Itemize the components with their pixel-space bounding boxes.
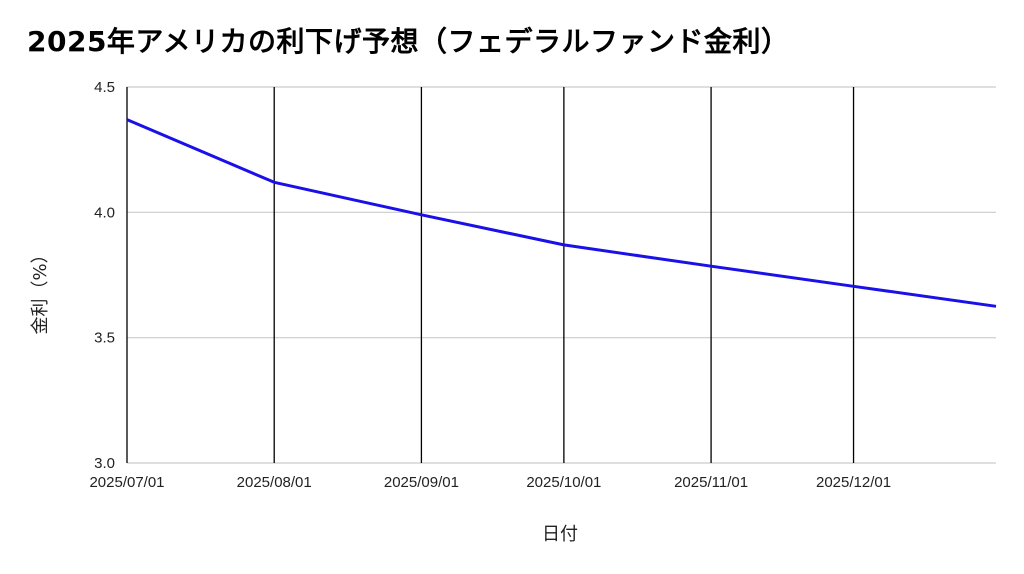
y-axis-label: 金利（%） — [30, 245, 51, 334]
x-tick-label: 2025/10/01 — [526, 474, 601, 491]
series-group — [126, 118, 997, 308]
x-tick-label: 2025/11/01 — [674, 474, 748, 491]
x-axis-label: 日付 — [542, 524, 578, 545]
y-tick-label: 3.0 — [94, 455, 115, 472]
y-tick-label: 4.5 — [94, 79, 115, 96]
vertical-gridlines — [126, 87, 855, 463]
x-tick-label: 2025/08/01 — [237, 474, 312, 491]
x-tick-label: 2025/12/01 — [816, 474, 891, 491]
x-axis-ticks: 2025/07/01 2025/08/01 2025/09/01 2025/10/01… — [89, 474, 891, 491]
x-tick-label: 2025/07/01 — [89, 474, 164, 491]
x-tick-label: 2025/09/01 — [384, 474, 459, 491]
series-line — [126, 118, 997, 308]
y-tick-label: 3.5 — [94, 330, 115, 347]
horizontal-gridlines — [127, 86, 996, 464]
y-tick-label: 4.0 — [94, 204, 115, 221]
y-axis-ticks: 3.0 3.5 4.0 4.5 — [94, 79, 115, 472]
chart-title: 2025年アメリカの利下げ予想（フェデラルファンド金利） — [27, 25, 790, 58]
